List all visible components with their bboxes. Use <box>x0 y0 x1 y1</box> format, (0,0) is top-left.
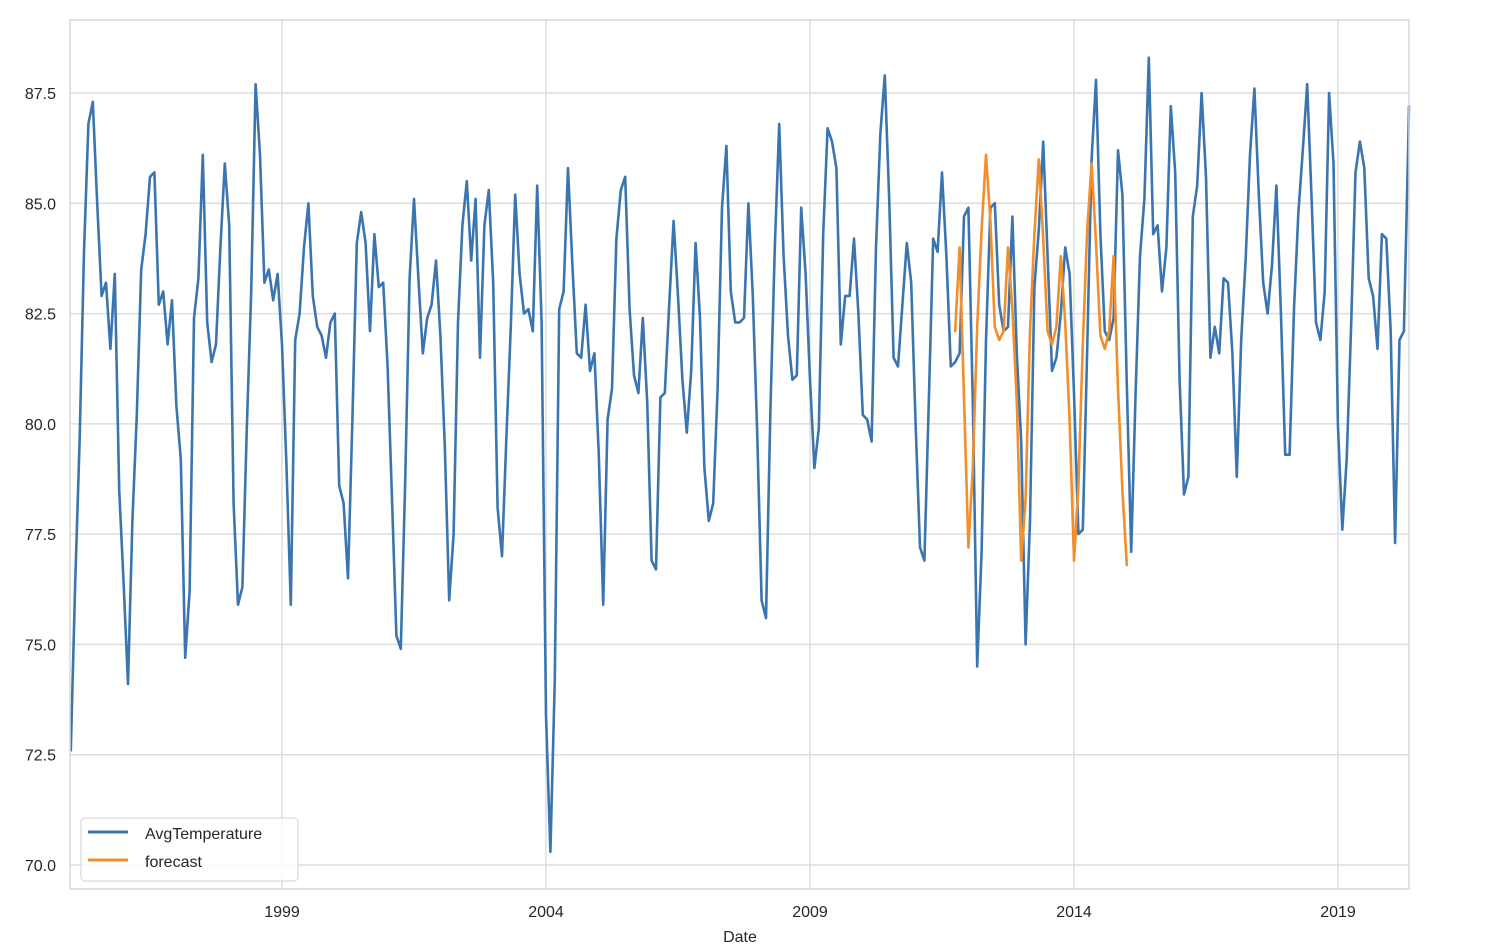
y-tick-label: 80.0 <box>25 417 56 434</box>
x-tick-label: 1999 <box>264 904 300 921</box>
plot-background <box>70 20 1409 889</box>
x-axis-tick-labels: 1999 2004 2009 2014 2019 <box>264 904 1356 921</box>
x-tick-label: 2014 <box>1056 904 1092 921</box>
legend-frame <box>80 817 299 882</box>
legend-label-forecast: forecast <box>145 854 202 871</box>
x-tick-label: 2019 <box>1320 904 1356 921</box>
x-axis-label: Date <box>723 929 757 944</box>
y-tick-label: 82.5 <box>25 307 56 324</box>
y-tick-label: 87.5 <box>25 86 56 103</box>
series-avgtemperature-line <box>69 56 1411 854</box>
x-tick-label: 2004 <box>528 904 564 921</box>
legend-item-forecast: forecast <box>88 854 202 871</box>
y-axis-tick-labels: 70.0 72.5 75.0 77.5 80.0 82.5 85.0 87.5 <box>25 86 56 875</box>
y-tick-label: 72.5 <box>25 748 56 765</box>
series-forecast-line <box>953 153 1129 567</box>
y-tick-label: 75.0 <box>25 637 56 654</box>
legend-item-avgtemperature: AvgTemperature <box>88 826 262 843</box>
y-tick-label: 85.0 <box>25 196 56 213</box>
y-tick-label: 77.5 <box>25 527 56 544</box>
x-tick-label: 2009 <box>792 904 828 921</box>
series-layer <box>69 56 1411 854</box>
plot-frame <box>69 19 1410 890</box>
legend: AvgTemperature forecast <box>80 817 299 882</box>
legend-label-avgtemperature: AvgTemperature <box>145 826 262 843</box>
y-tick-label: 70.0 <box>25 858 56 875</box>
